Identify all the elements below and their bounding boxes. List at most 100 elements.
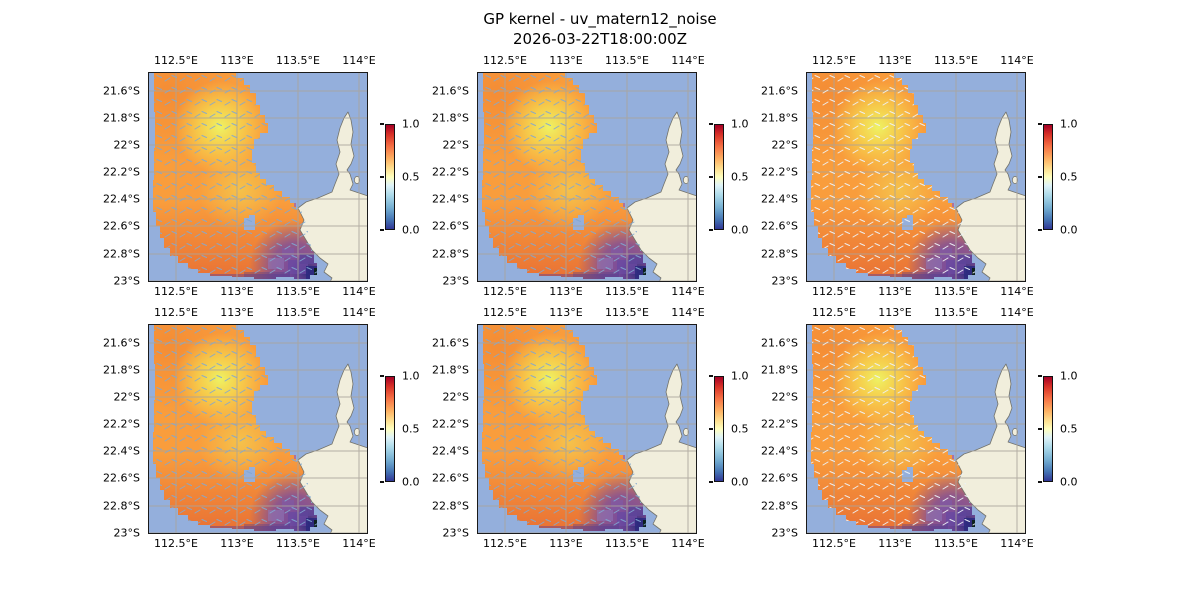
x-tick-label: 113°E bbox=[220, 54, 254, 67]
colorbar-tick-label: 1.0 bbox=[731, 117, 749, 131]
x-tick-label: 113°E bbox=[878, 306, 912, 319]
x-tick-label: 112.5°E bbox=[812, 537, 856, 550]
x-tick-label: 113°E bbox=[549, 285, 583, 298]
x-tick-label: 113.5°E bbox=[276, 306, 320, 319]
y-tick-label: 21.6°S bbox=[432, 84, 469, 98]
x-tick-label: 113.5°E bbox=[934, 537, 978, 550]
x-tick-label: 114°E bbox=[671, 54, 705, 67]
y-tick-label: 22.4°S bbox=[103, 192, 140, 206]
x-tick-label: 114°E bbox=[342, 285, 376, 298]
colorbar-tick-label: 0.5 bbox=[731, 170, 749, 184]
x-tick-label: 113.5°E bbox=[934, 306, 978, 319]
y-tick-label: 23°S bbox=[771, 274, 798, 288]
colorbar-tick-label: 1.0 bbox=[1060, 369, 1078, 383]
y-axis-ticks: 21.6°S 21.8°S 22°S 22.2°S 22.4°S 22.6°S … bbox=[68, 324, 140, 540]
x-axis-top-ticks: 112.5°E 113°E 113.5°E 114°E bbox=[148, 306, 376, 320]
y-axis-ticks: 21.6°S 21.8°S 22°S 22.2°S 22.4°S 22.6°S … bbox=[726, 72, 798, 288]
map-panel-5: 112.5°E 113°E 113.5°E 114°E 112.5°E 113°… bbox=[432, 306, 748, 550]
colorbar-gradient bbox=[385, 124, 395, 230]
figure-timestamp: 2026-03-22T18:00:00Z bbox=[513, 30, 687, 48]
y-tick-label: 22.8°S bbox=[103, 499, 140, 513]
y-tick-label: 21.8°S bbox=[103, 363, 140, 377]
y-tick-label: 22.6°S bbox=[103, 219, 140, 233]
x-axis-bottom-ticks: 112.5°E 113°E 113.5°E 114°E bbox=[148, 537, 376, 551]
y-tick-label: 22.6°S bbox=[432, 219, 469, 233]
map-canvas bbox=[477, 324, 697, 534]
y-tick-label: 22.6°S bbox=[432, 471, 469, 485]
y-tick-label: 22°S bbox=[442, 138, 469, 152]
y-tick-label: 22.6°S bbox=[103, 471, 140, 485]
x-tick-label: 113°E bbox=[220, 285, 254, 298]
colorbar: 1.0 0.5 0.0 bbox=[1038, 118, 1107, 237]
y-tick-label: 22.2°S bbox=[761, 417, 798, 431]
x-tick-label: 113.5°E bbox=[605, 306, 649, 319]
x-tick-label: 112.5°E bbox=[483, 54, 527, 67]
y-tick-label: 21.6°S bbox=[761, 336, 798, 350]
x-tick-label: 114°E bbox=[671, 537, 705, 550]
x-tick-label: 112.5°E bbox=[812, 285, 856, 298]
x-tick-label: 113°E bbox=[878, 54, 912, 67]
y-tick-label: 22.4°S bbox=[761, 192, 798, 206]
y-tick-label: 22.8°S bbox=[432, 247, 469, 261]
colorbar-tick-label: 0.5 bbox=[731, 422, 749, 436]
map-canvas bbox=[477, 72, 697, 282]
colorbar: 1.0 0.5 0.0 bbox=[709, 370, 778, 489]
colorbar-tick-label: 1.0 bbox=[1060, 117, 1078, 131]
y-tick-label: 21.6°S bbox=[103, 84, 140, 98]
x-tick-label: 112.5°E bbox=[483, 306, 527, 319]
x-tick-label: 113.5°E bbox=[276, 285, 320, 298]
y-tick-label: 22.8°S bbox=[761, 499, 798, 513]
y-tick-label: 22°S bbox=[771, 138, 798, 152]
x-axis-bottom-ticks: 112.5°E 113°E 113.5°E 114°E bbox=[477, 537, 705, 551]
y-tick-label: 22°S bbox=[771, 390, 798, 404]
y-tick-label: 23°S bbox=[442, 274, 469, 288]
map-canvas bbox=[806, 324, 1026, 534]
y-tick-label: 23°S bbox=[442, 526, 469, 540]
x-tick-label: 113°E bbox=[549, 537, 583, 550]
x-axis-bottom-ticks: 112.5°E 113°E 113.5°E 114°E bbox=[477, 285, 705, 299]
x-tick-label: 113°E bbox=[220, 306, 254, 319]
x-tick-label: 113.5°E bbox=[934, 285, 978, 298]
colorbar-tick-label: 0.0 bbox=[731, 223, 749, 237]
x-tick-label: 112.5°E bbox=[154, 285, 198, 298]
map-panel-2: 112.5°E 113°E 113.5°E 114°E 112.5°E 113°… bbox=[432, 54, 748, 298]
y-tick-label: 22°S bbox=[442, 390, 469, 404]
colorbar-gradient bbox=[714, 124, 724, 230]
y-tick-label: 22.8°S bbox=[103, 247, 140, 261]
colorbar: 1.0 0.5 0.0 bbox=[1038, 370, 1107, 489]
x-tick-label: 113.5°E bbox=[276, 54, 320, 67]
colorbar-tick-label: 0.5 bbox=[1060, 170, 1078, 184]
y-tick-label: 22.4°S bbox=[432, 192, 469, 206]
x-axis-bottom-ticks: 112.5°E 113°E 113.5°E 114°E bbox=[806, 285, 1034, 299]
x-axis-top-ticks: 112.5°E 113°E 113.5°E 114°E bbox=[806, 306, 1034, 320]
map-canvas bbox=[806, 72, 1026, 282]
y-tick-label: 23°S bbox=[113, 526, 140, 540]
x-tick-label: 112.5°E bbox=[483, 537, 527, 550]
x-tick-label: 112.5°E bbox=[154, 537, 198, 550]
x-tick-label: 113°E bbox=[878, 285, 912, 298]
map-panel-1: 112.5°E 113°E 113.5°E 114°E 112.5°E 113°… bbox=[103, 54, 419, 298]
colorbar-tick-label: 0.0 bbox=[1060, 475, 1078, 489]
x-tick-label: 113.5°E bbox=[605, 537, 649, 550]
x-tick-label: 112.5°E bbox=[154, 306, 198, 319]
map-canvas bbox=[148, 72, 368, 282]
colorbar-tick-label: 0.0 bbox=[402, 475, 420, 489]
y-tick-label: 22.2°S bbox=[103, 165, 140, 179]
x-tick-label: 114°E bbox=[342, 537, 376, 550]
x-tick-label: 112.5°E bbox=[483, 285, 527, 298]
y-tick-label: 22.4°S bbox=[103, 444, 140, 458]
y-tick-label: 21.8°S bbox=[761, 363, 798, 377]
x-axis-top-ticks: 112.5°E 113°E 113.5°E 114°E bbox=[806, 54, 1034, 68]
y-axis-ticks: 21.6°S 21.8°S 22°S 22.2°S 22.4°S 22.6°S … bbox=[397, 72, 469, 288]
colorbar-gradient bbox=[385, 376, 395, 482]
map-panel-4: 112.5°E 113°E 113.5°E 114°E 112.5°E 113°… bbox=[103, 306, 419, 550]
x-tick-label: 114°E bbox=[1000, 537, 1034, 550]
figure-title-block: GP kernel - uv_matern12_noise 2026-03-22… bbox=[0, 9, 1200, 49]
x-tick-label: 113°E bbox=[549, 54, 583, 67]
x-tick-label: 114°E bbox=[342, 306, 376, 319]
x-axis-bottom-ticks: 112.5°E 113°E 113.5°E 114°E bbox=[806, 537, 1034, 551]
x-axis-top-ticks: 112.5°E 113°E 113.5°E 114°E bbox=[477, 306, 705, 320]
x-tick-label: 112.5°E bbox=[812, 54, 856, 67]
x-tick-label: 114°E bbox=[1000, 54, 1034, 67]
